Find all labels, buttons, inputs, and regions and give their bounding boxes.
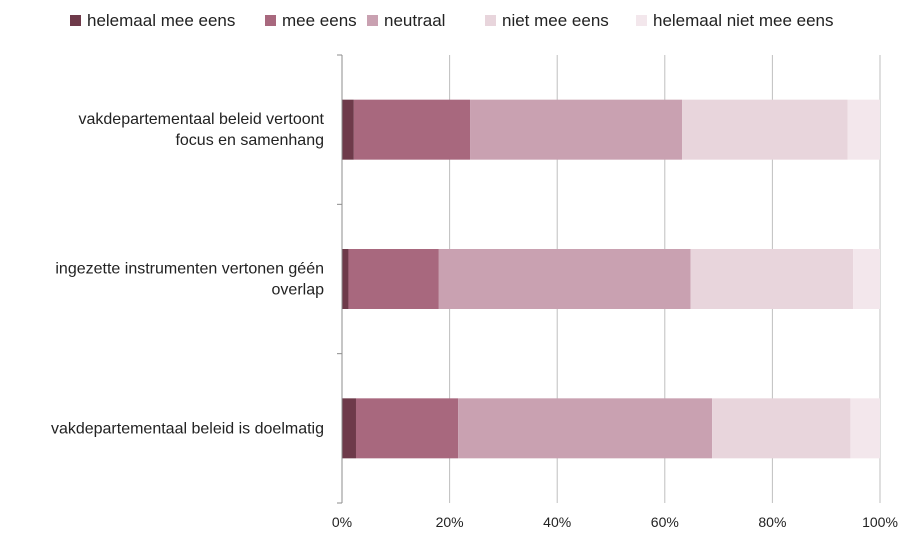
legend-item: neutraal: [367, 11, 445, 30]
x-tick-label: 20%: [436, 514, 464, 530]
x-tick-label: 0%: [332, 514, 352, 530]
bar-segment: [712, 398, 851, 459]
legend-label: mee eens: [282, 11, 357, 30]
bar-segment: [355, 398, 459, 459]
category-label: ingezette instrumenten vertonen géén over…: [55, 261, 324, 299]
x-tick-label: 60%: [651, 514, 679, 530]
x-tick-label: 80%: [758, 514, 786, 530]
legend: helemaal mee eens mee eens neutraal niet me…: [70, 11, 834, 30]
x-tick-label: 100%: [862, 514, 898, 530]
bar-segment: [470, 99, 683, 160]
bar-segment: [850, 398, 880, 459]
x-tick-labels: 0% 20% 40% 60% 80% 100%: [332, 514, 898, 530]
legend-swatch: [367, 15, 378, 26]
bar-segment: [353, 99, 471, 160]
legend-swatch: [70, 15, 81, 26]
bar-segment: [342, 99, 354, 160]
category-labels: vakdepartementaal beleid vertoont focus e…: [51, 111, 325, 437]
bar-segment: [690, 249, 854, 309]
x-tick-label: 40%: [543, 514, 571, 530]
bar-segment: [853, 249, 880, 309]
legend-item: helemaal mee eens: [70, 11, 235, 30]
category-label: vakdepartementaal beleid is doelmatig: [51, 420, 324, 437]
bars: [342, 99, 880, 459]
bar-segment: [438, 249, 691, 309]
bar-segment: [847, 99, 880, 160]
y-axis: [337, 54, 343, 504]
legend-label: neutraal: [384, 11, 445, 30]
legend-label: niet mee eens: [502, 11, 609, 30]
bar-segment: [458, 398, 713, 459]
bar-segment: [342, 249, 349, 309]
category-label: vakdepartementaal beleid vertoont focus e…: [79, 111, 325, 149]
legend-label: helemaal mee eens: [87, 11, 235, 30]
legend-item: mee eens: [265, 11, 357, 30]
legend-swatch: [265, 15, 276, 26]
legend-label: helemaal niet mee eens: [653, 11, 834, 30]
legend-item: helemaal niet mee eens: [636, 11, 834, 30]
legend-swatch: [636, 15, 647, 26]
legend-swatch: [485, 15, 496, 26]
bar-segment: [682, 99, 848, 160]
legend-item: niet mee eens: [485, 11, 609, 30]
bar-segment: [342, 398, 356, 459]
bar-segment: [348, 249, 439, 309]
